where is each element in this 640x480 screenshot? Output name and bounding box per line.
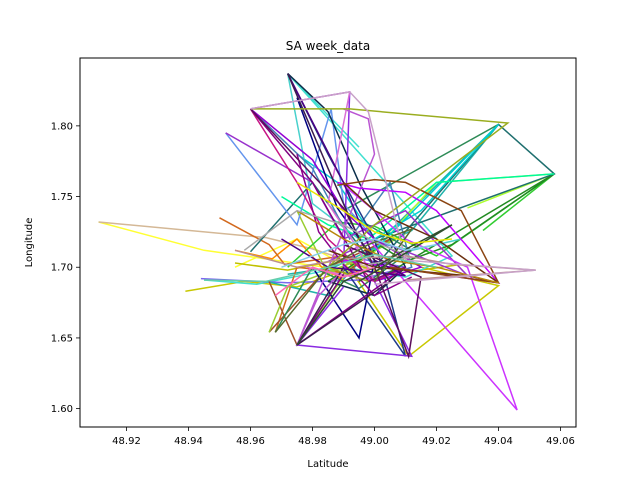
- series-line-37: [287, 73, 392, 346]
- series-line-50: [296, 181, 453, 244]
- x-tick-label: 48.92: [112, 436, 141, 447]
- series-line-15: [274, 123, 499, 333]
- y-tick-label: 1.75: [51, 192, 73, 203]
- y-axis-label: Longitude: [24, 218, 35, 268]
- y-tick-label: 1.80: [51, 121, 73, 132]
- series-line-46: [274, 227, 414, 333]
- series-line-41: [250, 108, 510, 283]
- series-line-49: [274, 266, 375, 297]
- series-line-39: [337, 178, 500, 284]
- y-tick-label: 1.65: [51, 333, 73, 344]
- x-tick-label: 49.04: [484, 436, 513, 447]
- plot-frame: [79, 57, 577, 428]
- x-axis: 48.92 48.94 48.96 48.98 49.00 49.02 49.04 49.06: [112, 427, 575, 447]
- series-line-45: [296, 224, 453, 346]
- x-tick-label: 49.00: [360, 436, 389, 447]
- y-axis: 1.60 1.65 1.70 1.75 1.80: [51, 121, 80, 415]
- series-lines: [98, 73, 556, 411]
- x-tick-label: 49.06: [546, 436, 575, 447]
- series-line-47: [203, 253, 437, 283]
- series-line-16: [249, 123, 556, 269]
- x-tick-label: 48.98: [298, 436, 327, 447]
- series-line-27: [296, 108, 376, 346]
- y-tick-label: 1.70: [51, 263, 73, 274]
- series-line-31: [250, 108, 423, 283]
- x-tick-label: 49.02: [422, 436, 451, 447]
- y-tick-label: 1.60: [51, 404, 73, 415]
- x-axis-label: Latitude: [307, 459, 348, 470]
- series-line-44: [250, 91, 536, 285]
- series-line-36: [249, 108, 422, 360]
- x-tick-label: 48.94: [174, 436, 203, 447]
- series-line-24: [287, 73, 407, 297]
- x-tick-label: 48.96: [236, 436, 265, 447]
- series-line-33: [296, 153, 413, 297]
- series-line-48: [281, 238, 437, 268]
- chart-title: SA week_data: [286, 39, 370, 53]
